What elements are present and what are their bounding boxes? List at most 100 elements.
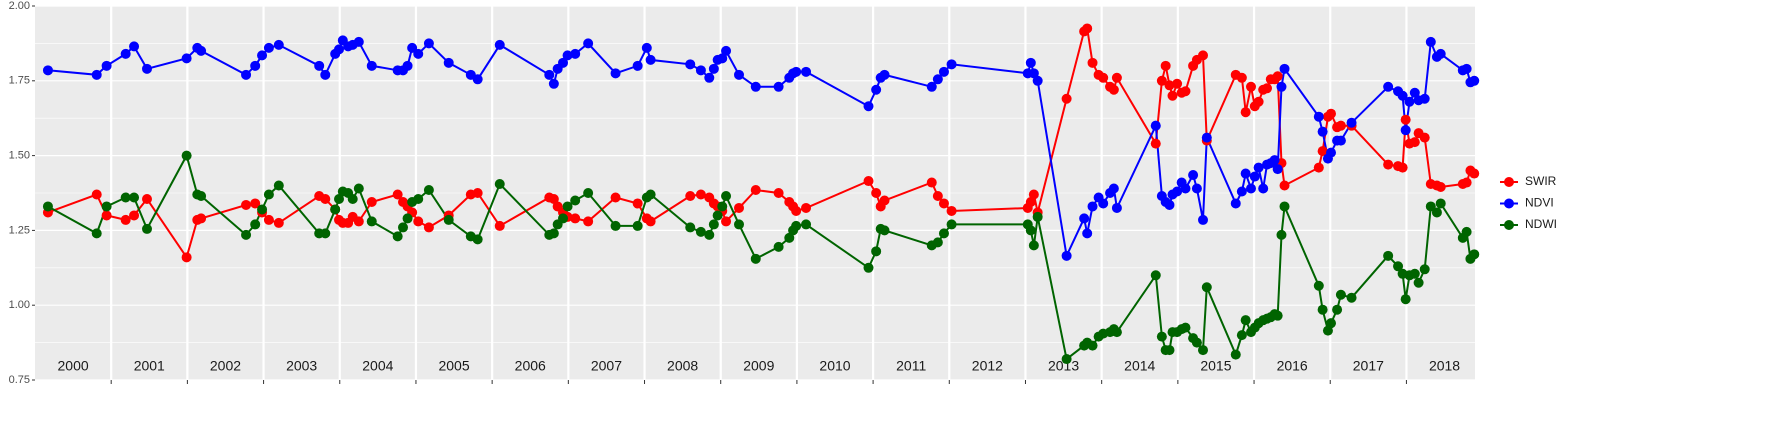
point xyxy=(717,201,728,212)
point xyxy=(398,222,408,233)
point xyxy=(142,223,152,234)
point xyxy=(1404,96,1415,107)
point xyxy=(91,189,102,200)
point xyxy=(443,57,454,68)
point xyxy=(773,81,784,92)
point xyxy=(101,201,112,212)
point xyxy=(366,60,377,71)
point xyxy=(196,213,207,224)
legend-label: NDVI xyxy=(1525,196,1554,210)
point xyxy=(570,195,581,206)
point xyxy=(645,54,656,65)
point xyxy=(583,38,594,49)
point xyxy=(42,65,53,76)
point xyxy=(1317,146,1328,157)
point xyxy=(334,193,344,204)
point xyxy=(1061,250,1072,261)
point xyxy=(1326,108,1336,119)
point xyxy=(320,69,331,80)
point xyxy=(392,231,403,242)
point xyxy=(494,179,505,190)
point xyxy=(791,220,802,231)
point xyxy=(1150,270,1161,281)
y-tick-label: 1.25 xyxy=(9,224,30,236)
point xyxy=(1180,183,1191,194)
point xyxy=(1191,337,1202,348)
point xyxy=(1087,201,1098,212)
point xyxy=(320,228,331,239)
point xyxy=(558,57,568,68)
point xyxy=(1028,240,1039,251)
point xyxy=(1032,211,1043,222)
point xyxy=(1246,81,1256,92)
point xyxy=(1409,137,1420,148)
point xyxy=(863,176,874,187)
point xyxy=(1317,126,1328,137)
point xyxy=(91,228,102,239)
point xyxy=(1236,330,1247,341)
point xyxy=(1028,68,1039,79)
point xyxy=(273,180,284,191)
point xyxy=(241,69,252,80)
point xyxy=(1409,87,1420,98)
point xyxy=(1435,198,1446,209)
point xyxy=(645,189,656,200)
point xyxy=(353,216,364,227)
point xyxy=(120,214,131,225)
point xyxy=(120,192,131,203)
point xyxy=(721,45,732,56)
point xyxy=(801,202,812,213)
year-label: 2010 xyxy=(819,358,850,374)
point xyxy=(1253,162,1264,173)
point xyxy=(632,198,643,209)
year-label: 2017 xyxy=(1353,358,1384,374)
point xyxy=(1180,86,1191,97)
point xyxy=(1198,214,1208,225)
y-tick-label: 1.00 xyxy=(9,299,30,311)
point xyxy=(871,246,882,257)
point xyxy=(871,84,882,95)
point xyxy=(1230,349,1241,360)
point xyxy=(1346,117,1357,128)
point xyxy=(562,50,573,61)
point xyxy=(314,60,325,71)
point xyxy=(879,69,890,80)
point xyxy=(407,42,418,53)
point xyxy=(142,193,152,204)
point xyxy=(330,204,341,215)
point xyxy=(1032,75,1043,86)
point xyxy=(392,189,403,200)
point xyxy=(1383,81,1394,92)
point xyxy=(42,201,53,212)
point xyxy=(181,53,192,64)
point xyxy=(250,219,261,230)
point xyxy=(1317,304,1328,315)
point xyxy=(717,53,728,64)
point xyxy=(938,198,949,209)
point xyxy=(1269,155,1280,166)
point xyxy=(129,41,140,52)
point xyxy=(1383,250,1394,261)
point xyxy=(773,188,784,198)
point xyxy=(704,72,715,83)
point xyxy=(402,213,413,224)
point xyxy=(1188,170,1199,181)
point xyxy=(366,216,377,227)
point xyxy=(562,201,573,212)
point xyxy=(1098,198,1109,209)
year-label: 2018 xyxy=(1429,358,1460,374)
point xyxy=(142,63,152,74)
point xyxy=(583,188,594,198)
point xyxy=(1098,72,1109,83)
point xyxy=(1461,177,1472,188)
point xyxy=(120,48,131,59)
point xyxy=(1461,63,1472,74)
point xyxy=(423,185,434,196)
point xyxy=(704,229,715,240)
point xyxy=(1279,180,1290,191)
year-label: 2005 xyxy=(438,358,469,374)
point xyxy=(946,219,957,230)
point xyxy=(685,190,696,201)
point xyxy=(641,42,652,53)
point xyxy=(347,193,358,204)
